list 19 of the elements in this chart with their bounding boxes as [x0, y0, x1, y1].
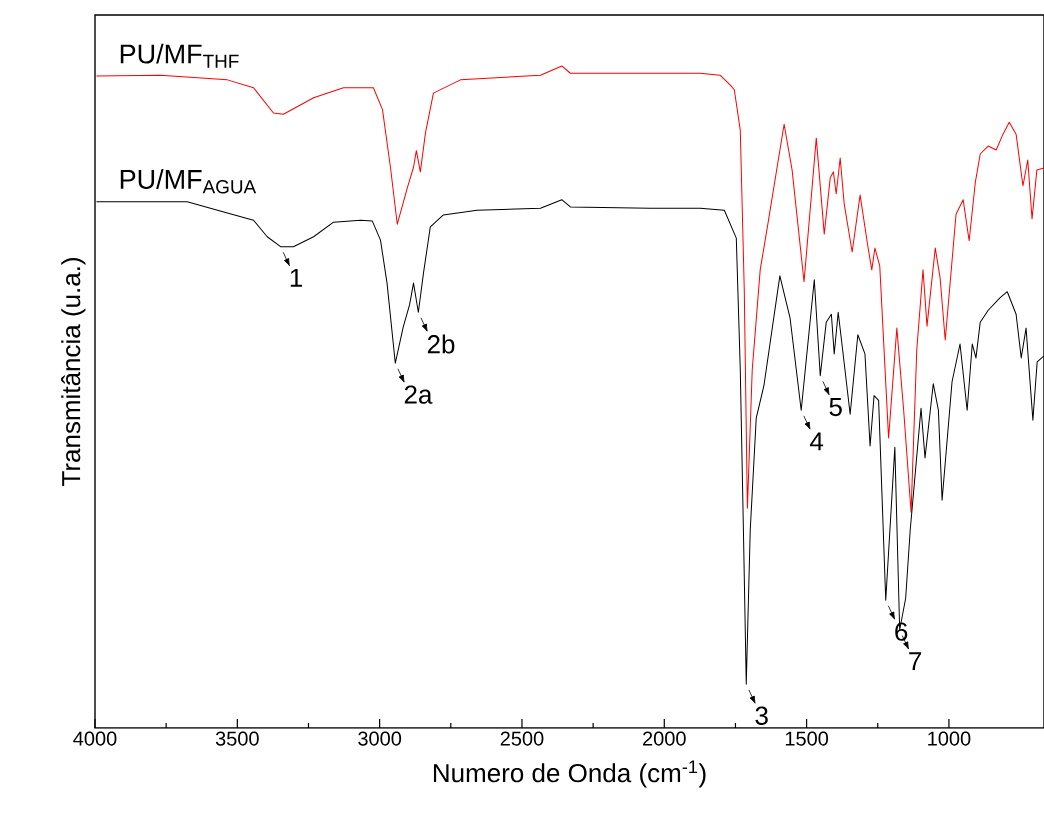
- annotation: 5: [829, 397, 842, 417]
- series-label: PU/MF$_{THF}$: [120, 43, 239, 68]
- annotation: 2b: [427, 334, 455, 354]
- annotation: 4: [809, 432, 824, 451]
- annotation: 6: [895, 622, 908, 641]
- annotation: 1: [290, 268, 302, 287]
- y-axis-title: Transmitância (u.a.): [61, 258, 86, 487]
- x-tick-label: 1000: [928, 731, 971, 746]
- x-tick-label: 3000: [358, 731, 402, 746]
- x-tick-label: 1500: [785, 731, 829, 746]
- x-tick-label: 2000: [643, 731, 686, 746]
- annotation: 3: [755, 706, 768, 725]
- annotation: 2a: [404, 385, 433, 404]
- x-tick-label: 4000: [73, 731, 117, 746]
- x-tick-label: 3500: [215, 731, 259, 746]
- x-tick-label: 2500: [500, 731, 544, 746]
- annotation: 7: [909, 652, 922, 671]
- x-axis-title: Numero de Onda (cm$^{-1}$): [433, 760, 706, 788]
- series-label: PU/MF$_{AGUA}$: [120, 169, 257, 194]
